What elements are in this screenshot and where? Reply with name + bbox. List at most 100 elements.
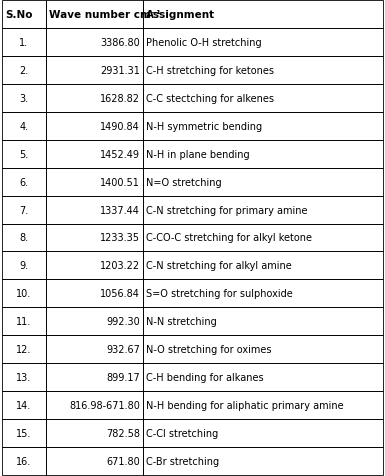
Text: 1203.22: 1203.22	[100, 261, 140, 271]
Bar	[2, 391, 46, 419]
Text: N=O stretching: N=O stretching	[146, 177, 222, 187]
Bar	[2, 252, 46, 280]
Text: C-N stretching for alkyl amine: C-N stretching for alkyl amine	[146, 261, 292, 271]
Text: 3.: 3.	[19, 94, 28, 104]
Bar	[2, 336, 46, 364]
Bar	[143, 419, 383, 447]
Bar	[143, 364, 383, 391]
Bar	[2, 112, 46, 140]
Text: Assignment: Assignment	[146, 10, 215, 20]
Bar	[2, 57, 46, 85]
Text: 5.: 5.	[19, 149, 28, 159]
Text: 16.: 16.	[16, 456, 32, 466]
Text: 3386.80: 3386.80	[100, 38, 140, 48]
Bar	[143, 29, 383, 57]
Bar	[2, 364, 46, 391]
Bar	[2, 307, 46, 336]
Bar	[46, 29, 143, 57]
Bar	[143, 85, 383, 112]
Text: 12.: 12.	[16, 345, 32, 355]
Bar	[46, 280, 143, 307]
Text: 1628.82: 1628.82	[100, 94, 140, 104]
Bar	[46, 57, 143, 85]
Text: 992.30: 992.30	[106, 317, 140, 327]
Bar	[2, 196, 46, 224]
Text: N-O stretching for oximes: N-O stretching for oximes	[146, 345, 271, 355]
Text: N-H symmetric bending: N-H symmetric bending	[146, 121, 262, 131]
Bar	[143, 169, 383, 196]
Text: Phenolic O-H stretching: Phenolic O-H stretching	[146, 38, 262, 48]
Bar	[46, 1, 143, 29]
Bar	[46, 169, 143, 196]
Text: 14.: 14.	[16, 400, 32, 410]
Bar	[143, 140, 383, 169]
Bar	[46, 364, 143, 391]
Bar	[143, 391, 383, 419]
Text: N-H bending for aliphatic primary amine: N-H bending for aliphatic primary amine	[146, 400, 344, 410]
Text: N-N stretching: N-N stretching	[146, 317, 217, 327]
Bar	[143, 280, 383, 307]
Text: C-Cl stretching: C-Cl stretching	[146, 428, 218, 438]
Text: 1233.35: 1233.35	[100, 233, 140, 243]
Text: 9.: 9.	[19, 261, 28, 271]
Text: N-H in plane bending: N-H in plane bending	[146, 149, 249, 159]
Text: C-CO-C stretching for alkyl ketone: C-CO-C stretching for alkyl ketone	[146, 233, 312, 243]
Bar	[143, 112, 383, 140]
Text: C-Br stretching: C-Br stretching	[146, 456, 219, 466]
Bar	[46, 307, 143, 336]
Bar	[143, 57, 383, 85]
Bar	[2, 447, 46, 475]
Text: S.No: S.No	[5, 10, 32, 20]
Text: 782.58: 782.58	[106, 428, 140, 438]
Text: 1056.84: 1056.84	[100, 289, 140, 299]
Text: 7.: 7.	[19, 205, 28, 215]
Text: 4.: 4.	[19, 121, 28, 131]
Text: 1337.44: 1337.44	[100, 205, 140, 215]
Text: 13.: 13.	[16, 372, 32, 382]
Bar	[143, 224, 383, 252]
Bar	[143, 307, 383, 336]
Bar	[46, 252, 143, 280]
Text: 932.67: 932.67	[106, 345, 140, 355]
Text: 6.: 6.	[19, 177, 28, 187]
Bar	[46, 391, 143, 419]
Bar	[46, 336, 143, 364]
Text: Wave number cm⁻¹: Wave number cm⁻¹	[49, 10, 161, 20]
Text: 1400.51: 1400.51	[100, 177, 140, 187]
Bar	[143, 252, 383, 280]
Text: C-H stretching for ketones: C-H stretching for ketones	[146, 66, 274, 76]
Text: 8.: 8.	[19, 233, 28, 243]
Bar	[2, 224, 46, 252]
Bar	[143, 336, 383, 364]
Bar	[2, 29, 46, 57]
Text: 10.: 10.	[16, 289, 32, 299]
Bar	[46, 112, 143, 140]
Text: C-N stretching for primary amine: C-N stretching for primary amine	[146, 205, 308, 215]
Text: 899.17: 899.17	[106, 372, 140, 382]
Bar	[143, 1, 383, 29]
Bar	[2, 85, 46, 112]
Text: 15.: 15.	[16, 428, 32, 438]
Bar	[2, 169, 46, 196]
Text: 816.98-671.80: 816.98-671.80	[69, 400, 140, 410]
Bar	[46, 85, 143, 112]
Bar	[143, 196, 383, 224]
Text: 2.: 2.	[19, 66, 28, 76]
Text: C-H bending for alkanes: C-H bending for alkanes	[146, 372, 264, 382]
Text: 1452.49: 1452.49	[100, 149, 140, 159]
Bar	[46, 224, 143, 252]
Bar	[2, 1, 46, 29]
Bar	[46, 419, 143, 447]
Text: 11.: 11.	[16, 317, 32, 327]
Bar	[2, 140, 46, 169]
Text: 2931.31: 2931.31	[100, 66, 140, 76]
Text: 671.80: 671.80	[106, 456, 140, 466]
Bar	[143, 447, 383, 475]
Bar	[46, 447, 143, 475]
Bar	[46, 196, 143, 224]
Text: C-C stectching for alkenes: C-C stectching for alkenes	[146, 94, 274, 104]
Text: S=O stretching for sulphoxide: S=O stretching for sulphoxide	[146, 289, 293, 299]
Text: 1.: 1.	[19, 38, 28, 48]
Bar	[2, 280, 46, 307]
Bar	[2, 419, 46, 447]
